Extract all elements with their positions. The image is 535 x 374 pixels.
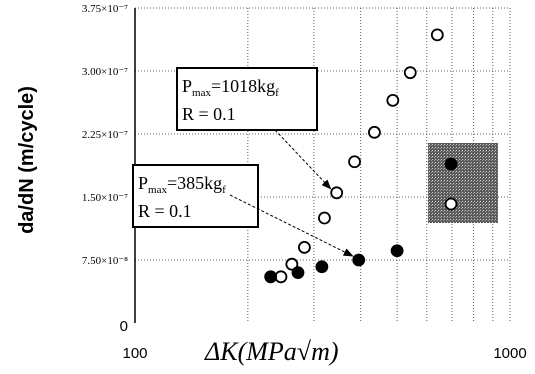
y-axis-label: da/dN (m/cycle) <box>16 86 38 234</box>
annotations: Pmax=1018kgf R = 0.1 Pmax=385kgf R = 0.1 <box>132 67 354 257</box>
open-point <box>298 240 311 254</box>
filled-point <box>291 266 305 280</box>
legend-box <box>428 143 498 223</box>
x-tick-label: 1000 <box>493 345 526 362</box>
y-tick-label: 1.50×10⁻⁷ <box>82 192 128 204</box>
y-tick-label: 3.75×10⁻⁷ <box>82 3 128 15</box>
data-points <box>264 28 444 284</box>
y-tick-labels: 0 7.50×10⁻⁸ 1.50×10⁻⁷ 2.25×10⁻⁷ 3.00×10⁻⁷ 3.7… <box>82 3 128 335</box>
x-tick-labels: 100 1000 <box>122 345 526 362</box>
open-point <box>330 186 344 200</box>
open-point <box>285 257 299 271</box>
y-tick-label: 7.50×10⁻⁸ <box>82 255 128 267</box>
annotation-arrow <box>274 129 332 190</box>
annotation: Pmax=1018kgf R = 0.1 <box>176 67 332 190</box>
open-point <box>318 211 331 225</box>
y-tick-label: 2.25×10⁻⁷ <box>82 129 128 141</box>
annotation-line2: R = 0.1 <box>138 201 192 221</box>
annotation-line1: Pmax=385kgf <box>138 173 226 196</box>
x-axis-label: ΔK(MPa√m) <box>204 337 339 366</box>
open-point <box>386 94 400 107</box>
open-point <box>430 28 444 42</box>
filled-point <box>315 260 329 274</box>
x-tick-label: 100 <box>122 345 147 362</box>
annotation-box <box>132 164 259 228</box>
open-point <box>348 155 361 169</box>
annotation-box <box>176 67 318 131</box>
y-tick-label: 0 <box>120 318 128 335</box>
filled-point <box>390 244 404 258</box>
open-point <box>403 66 417 80</box>
y-tick-label: 3.00×10⁻⁷ <box>82 66 128 78</box>
annotation: Pmax=385kgf R = 0.1 <box>132 164 354 257</box>
open-point <box>274 270 288 284</box>
annotation-line1: Pmax=1018kgf <box>182 76 279 99</box>
filled-point <box>264 270 278 284</box>
legend <box>428 143 498 223</box>
filled-point <box>352 253 366 267</box>
legend-marker-filled <box>444 157 458 171</box>
annotation-arrow <box>229 194 354 257</box>
open-point <box>368 125 381 139</box>
legend-marker-open <box>444 197 458 211</box>
annotation-line2: R = 0.1 <box>182 104 236 124</box>
